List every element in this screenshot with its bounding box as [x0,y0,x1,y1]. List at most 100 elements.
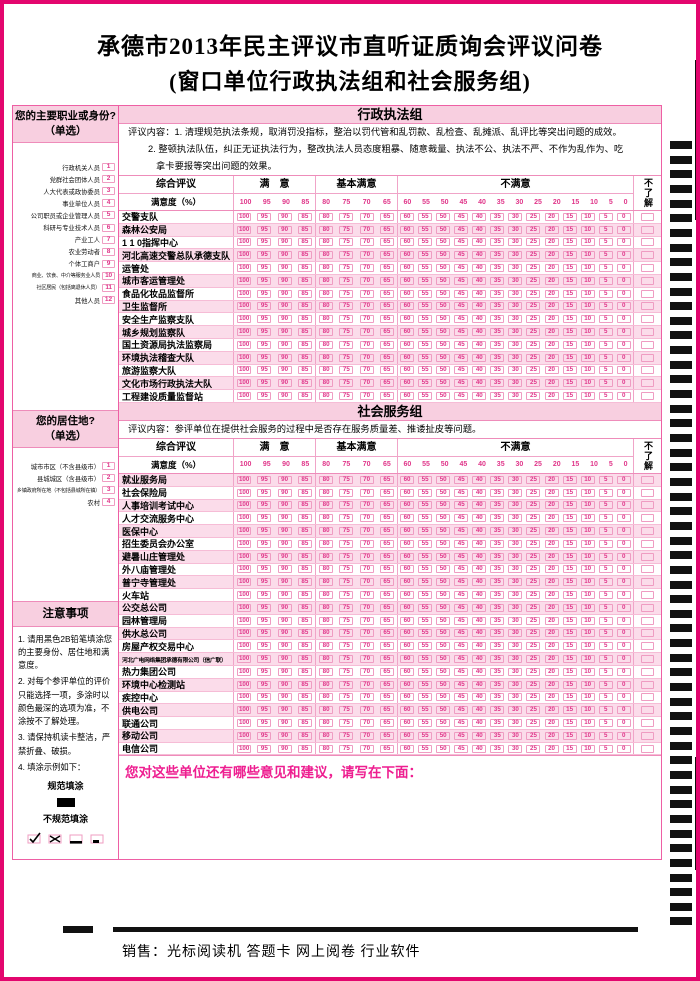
score-bubble[interactable]: 45 [454,238,469,247]
score-bubble[interactable]: 40 [472,578,487,587]
score-bubble[interactable]: 30 [508,238,523,247]
score-bubble[interactable]: 15 [562,744,577,753]
score-bubble[interactable]: 90 [277,276,292,285]
score-bubble[interactable]: 5 [598,225,613,234]
score-bubble[interactable]: 55 [418,353,433,362]
unknown-bubble[interactable] [641,629,654,638]
score-bubble[interactable]: 20 [544,629,559,638]
score-bubble[interactable]: 45 [454,693,469,702]
score-bubble[interactable]: 100 [237,655,252,663]
score-bubble[interactable]: 10 [580,366,595,375]
score-bubble[interactable]: 5 [598,392,613,401]
score-bubble[interactable]: 60 [400,527,415,536]
score-bubble[interactable]: 50 [436,591,451,600]
score-bubble[interactable]: 40 [472,603,487,612]
score-bubble[interactable]: 80 [319,718,334,727]
score-bubble[interactable]: 10 [580,225,595,234]
score-bubble[interactable]: 75 [339,539,354,548]
score-bubble[interactable]: 40 [472,655,487,663]
score-bubble[interactable]: 45 [454,328,469,337]
unknown-bubble[interactable] [641,744,654,753]
score-bubble[interactable]: 45 [454,315,469,324]
score-bubble[interactable]: 60 [400,655,415,663]
score-bubble[interactable]: 40 [472,302,487,311]
score-bubble[interactable]: 0 [616,225,631,234]
score-bubble[interactable]: 15 [562,693,577,702]
score-bubble[interactable]: 60 [400,642,415,651]
score-bubble[interactable]: 85 [297,488,312,497]
score-bubble[interactable]: 85 [297,578,312,587]
score-bubble[interactable]: 65 [379,276,394,285]
unknown-bubble[interactable] [641,591,654,600]
score-bubble[interactable]: 95 [257,238,272,247]
score-bubble[interactable]: 5 [598,251,613,260]
score-bubble[interactable]: 90 [277,565,292,574]
score-bubble[interactable]: 85 [297,315,312,324]
score-bubble[interactable]: 65 [379,251,394,260]
score-bubble[interactable]: 80 [319,655,334,663]
score-bubble[interactable]: 5 [598,629,613,638]
score-bubble[interactable]: 5 [598,289,613,298]
score-bubble[interactable]: 75 [339,225,354,234]
score-bubble[interactable]: 70 [359,340,374,349]
score-bubble[interactable]: 40 [472,366,487,375]
score-bubble[interactable]: 10 [580,475,595,484]
score-bubble[interactable]: 45 [454,565,469,574]
score-bubble[interactable]: 45 [454,340,469,349]
score-bubble[interactable]: 45 [454,514,469,523]
score-bubble[interactable]: 80 [319,731,334,740]
score-bubble[interactable]: 95 [257,706,272,715]
score-bubble[interactable]: 90 [277,488,292,497]
score-bubble[interactable]: 30 [508,276,523,285]
score-bubble[interactable]: 20 [544,488,559,497]
score-bubble[interactable]: 25 [526,276,541,285]
score-bubble[interactable]: 55 [418,340,433,349]
score-bubble[interactable]: 0 [616,718,631,727]
score-bubble[interactable]: 5 [598,539,613,548]
score-bubble[interactable]: 45 [454,302,469,311]
score-bubble[interactable]: 95 [257,731,272,740]
unknown-bubble[interactable] [641,353,654,362]
score-bubble[interactable]: 75 [339,392,354,401]
score-bubble[interactable]: 20 [544,212,559,221]
score-bubble[interactable]: 35 [490,527,505,536]
score-bubble[interactable]: 60 [400,289,415,298]
score-bubble[interactable]: 0 [616,667,631,676]
score-bubble[interactable]: 0 [616,655,631,663]
score-bubble[interactable]: 30 [508,379,523,388]
score-bubble[interactable]: 60 [400,693,415,702]
score-bubble[interactable]: 0 [616,591,631,600]
unknown-bubble[interactable] [641,603,654,612]
score-bubble[interactable]: 55 [418,667,433,676]
score-bubble[interactable]: 55 [418,527,433,536]
score-bubble[interactable]: 10 [580,251,595,260]
score-bubble[interactable]: 65 [379,680,394,689]
score-bubble[interactable]: 70 [359,514,374,523]
score-bubble[interactable]: 70 [359,680,374,689]
unknown-bubble[interactable] [641,488,654,497]
score-bubble[interactable]: 30 [508,264,523,273]
score-bubble[interactable]: 15 [562,340,577,349]
score-bubble[interactable]: 10 [580,642,595,651]
score-bubble[interactable]: 5 [598,603,613,612]
score-bubble[interactable]: 60 [400,565,415,574]
score-bubble[interactable]: 80 [319,706,334,715]
score-bubble[interactable]: 25 [526,212,541,221]
score-bubble[interactable]: 45 [454,488,469,497]
score-bubble[interactable]: 100 [237,238,252,247]
score-bubble[interactable]: 45 [454,591,469,600]
score-bubble[interactable]: 25 [526,225,541,234]
score-bubble[interactable]: 85 [297,642,312,651]
score-bubble[interactable]: 90 [277,655,292,663]
score-bubble[interactable]: 80 [319,264,334,273]
score-bubble[interactable]: 20 [544,655,559,663]
occupation-option-bubble[interactable]: 6 [102,223,115,232]
score-bubble[interactable]: 90 [277,718,292,727]
score-bubble[interactable]: 50 [436,315,451,324]
score-bubble[interactable]: 75 [339,616,354,625]
score-bubble[interactable]: 75 [339,565,354,574]
score-bubble[interactable]: 55 [418,328,433,337]
score-bubble[interactable]: 10 [580,744,595,753]
score-bubble[interactable]: 10 [580,629,595,638]
score-bubble[interactable]: 0 [616,514,631,523]
